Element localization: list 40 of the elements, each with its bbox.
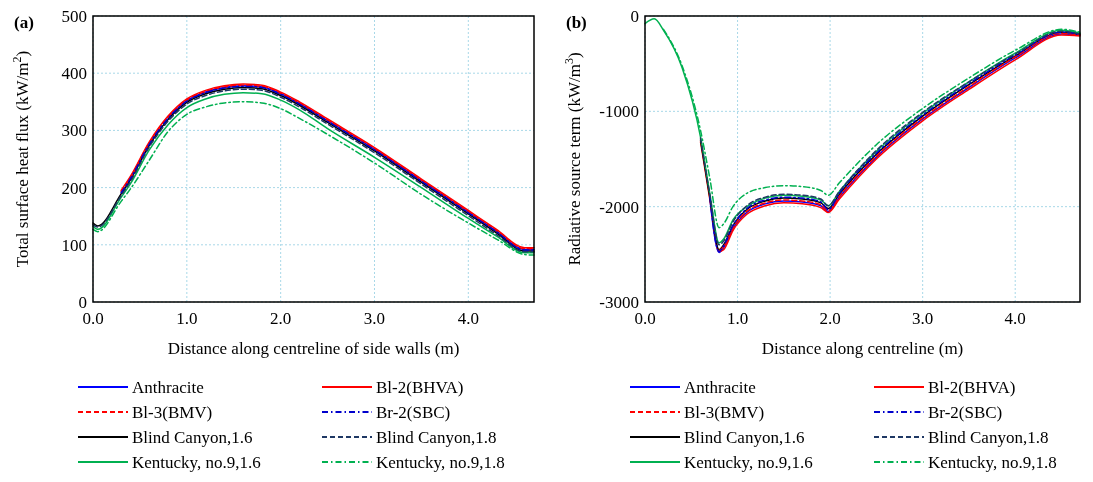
x-axis-title: Distance along centreline of side walls (m) xyxy=(167,339,460,358)
legend-label: Br-2(SBC) xyxy=(928,403,1003,422)
y-tick-label: 0 xyxy=(630,7,639,26)
legend-label: Blind Canyon,1.6 xyxy=(684,428,805,447)
y-tick-label: 100 xyxy=(61,235,87,255)
x-tick-label: 3.0 xyxy=(363,309,386,328)
x-tick-label: 0.0 xyxy=(634,309,656,328)
x-tick-label: 1.0 xyxy=(726,309,749,328)
y-tick-label: 0 xyxy=(78,293,87,312)
x-tick-label: 2.0 xyxy=(270,309,292,328)
legend-label: Bl-3(BMV) xyxy=(684,403,765,422)
legend-label: Anthracite xyxy=(132,378,204,397)
legend-label: Bl-2(BHVA) xyxy=(376,378,464,397)
legend-label: Anthracite xyxy=(684,378,756,397)
legend-label: Bl-3(BMV) xyxy=(132,403,213,422)
legend-label: Blind Canyon,1.8 xyxy=(928,428,1049,447)
y-tick-label: -3000 xyxy=(599,293,639,312)
y-tick-label: 300 xyxy=(61,121,87,141)
x-tick-label: 1.0 xyxy=(176,309,198,328)
y-tick-label: 200 xyxy=(61,178,87,198)
chart-title: (b) xyxy=(566,13,587,32)
x-tick-label: 0.0 xyxy=(82,309,104,328)
x-tick-label: 4.0 xyxy=(457,309,479,328)
x-tick-label: 3.0 xyxy=(912,309,934,328)
legend-label: Kentucky, no.9,1.8 xyxy=(376,453,505,472)
y-tick-label: -2000 xyxy=(599,197,639,217)
y-tick-label: 500 xyxy=(61,7,87,26)
y-tick-label: -1000 xyxy=(599,102,639,122)
legend-label: Kentucky, no.9,1.6 xyxy=(684,453,813,472)
legend-label: Blind Canyon,1.6 xyxy=(132,428,253,447)
legend-label: Blind Canyon,1.8 xyxy=(376,428,497,447)
y-tick-label: 400 xyxy=(61,64,87,84)
x-tick-label: 4.0 xyxy=(1004,309,1026,328)
x-tick-label: 2.0 xyxy=(819,309,841,328)
x-axis-title: Distance along centreline (m) xyxy=(761,339,964,358)
legend-label: Kentucky, no.9,1.8 xyxy=(928,453,1057,472)
legend-label: Bl-2(BHVA) xyxy=(928,378,1016,397)
chart-title: (a) xyxy=(14,13,34,32)
legend-label: Kentucky, no.9,1.6 xyxy=(132,453,261,472)
legend-label: Br-2(SBC) xyxy=(376,403,451,422)
